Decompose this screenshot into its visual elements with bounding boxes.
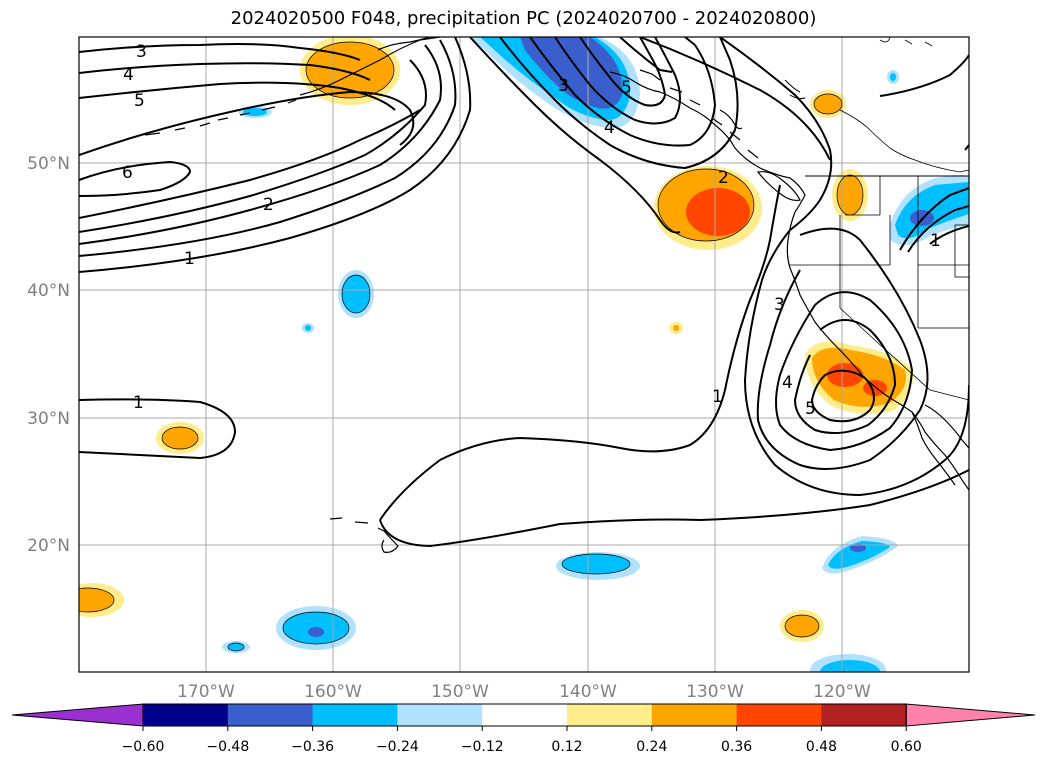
lat-label: 30°N bbox=[27, 409, 70, 429]
colorbar-segment bbox=[482, 704, 568, 726]
anomaly-blob bbox=[850, 544, 866, 552]
anomaly-blob bbox=[243, 108, 267, 116]
anomaly-blob bbox=[686, 188, 750, 236]
colorbar-segment bbox=[397, 704, 483, 726]
gridlines bbox=[79, 37, 969, 672]
colorbar: −0.60 −0.48 −0.36 −0.24 −0.12 0.12 0.24 0.36 0.4… bbox=[11, 703, 1036, 755]
map-content: 3 4 5 6 2 1 1 3 5 4 2 1 3 4 5 1 bbox=[79, 37, 969, 672]
anomaly-blob bbox=[785, 615, 819, 637]
colorbar-tick-label: −0.36 bbox=[291, 739, 334, 755]
anomaly-blob bbox=[562, 554, 630, 574]
colorbar-segment bbox=[567, 704, 653, 726]
contour-label: 3 bbox=[558, 76, 569, 96]
contour-label: 4 bbox=[123, 65, 134, 85]
colorbar-tick-label: −0.48 bbox=[206, 739, 249, 755]
lon-label: 140°W bbox=[559, 682, 617, 702]
colorbar-tick-label: −0.24 bbox=[376, 739, 419, 755]
colorbar-segment bbox=[736, 704, 822, 726]
latitude-labels: 50°N 40°N 30°N 20°N bbox=[27, 154, 70, 556]
colorbar-segment bbox=[651, 704, 738, 726]
colorbar-tick-label: 0.36 bbox=[721, 739, 752, 755]
contour-label: 1 bbox=[184, 249, 195, 269]
contour-label: 3 bbox=[774, 295, 785, 315]
colorbar-tick-label: −0.12 bbox=[461, 739, 504, 755]
contour-label: 4 bbox=[782, 373, 793, 393]
anomaly-blob bbox=[814, 94, 842, 114]
contour-label: 1 bbox=[930, 231, 941, 251]
contour-label: 5 bbox=[621, 78, 632, 98]
coastlines bbox=[144, 37, 969, 553]
contour-label: 6 bbox=[122, 163, 133, 183]
contour-label: 5 bbox=[134, 91, 145, 111]
contour-label: 4 bbox=[604, 118, 615, 138]
anomaly-blob bbox=[820, 660, 880, 672]
colorbar-tick-label: 0.60 bbox=[891, 739, 922, 755]
colorbar-segment bbox=[143, 704, 229, 726]
colorbar-extend-min bbox=[11, 703, 144, 727]
contour-label: 2 bbox=[263, 195, 274, 215]
contour-label: 5 bbox=[805, 399, 816, 419]
contour-lines bbox=[79, 37, 969, 548]
longitude-labels: 170°W 160°W 150°W 140°W 130°W 120°W bbox=[177, 682, 871, 702]
lat-label: 20°N bbox=[27, 536, 70, 556]
contour-label: 1 bbox=[712, 387, 723, 407]
anomaly-blob bbox=[305, 325, 311, 331]
colorbar-tick-label: 0.48 bbox=[806, 739, 837, 755]
lat-label: 50°N bbox=[27, 154, 70, 174]
map-frame bbox=[78, 36, 970, 673]
colorbar-segment bbox=[312, 704, 398, 726]
anomaly-blob bbox=[673, 325, 679, 331]
lat-label: 40°N bbox=[27, 281, 70, 301]
anomaly-blob bbox=[890, 73, 896, 81]
contour-label-group: 3 4 5 6 2 1 1 3 5 4 2 1 3 4 5 1 bbox=[122, 42, 941, 419]
anomaly-blob bbox=[828, 541, 890, 569]
anomaly-blob bbox=[162, 427, 198, 449]
lon-label: 130°W bbox=[686, 682, 744, 702]
lon-label: 170°W bbox=[177, 682, 235, 702]
colorbar-tick-label: −0.60 bbox=[122, 739, 165, 755]
lon-label: 120°W bbox=[813, 682, 871, 702]
colorbar-tick-label: 0.24 bbox=[636, 739, 667, 755]
colorbar-frame bbox=[142, 703, 907, 727]
anomaly-blob bbox=[228, 643, 244, 651]
anomaly-blob bbox=[306, 42, 394, 98]
lon-label: 160°W bbox=[304, 682, 362, 702]
contour-label: 1 bbox=[133, 393, 144, 413]
contour-label: 3 bbox=[136, 42, 147, 62]
lon-label: 150°W bbox=[431, 682, 489, 702]
anomaly-blob bbox=[342, 275, 370, 313]
contour-label: 2 bbox=[718, 168, 729, 188]
map-title: 2024020500 F048, precipitation PC (20240… bbox=[230, 8, 817, 29]
anomaly-blob bbox=[827, 363, 863, 387]
colorbar-segment bbox=[227, 704, 314, 726]
anomaly-outlines bbox=[79, 41, 864, 652]
colorbar-extend-max bbox=[905, 703, 1036, 727]
colorbar-segment bbox=[821, 704, 907, 726]
anomaly-blob bbox=[308, 627, 324, 637]
anomaly-blob bbox=[837, 175, 863, 215]
anomaly-blob bbox=[79, 588, 114, 612]
colorbar-tick-label: 0.12 bbox=[551, 739, 582, 755]
